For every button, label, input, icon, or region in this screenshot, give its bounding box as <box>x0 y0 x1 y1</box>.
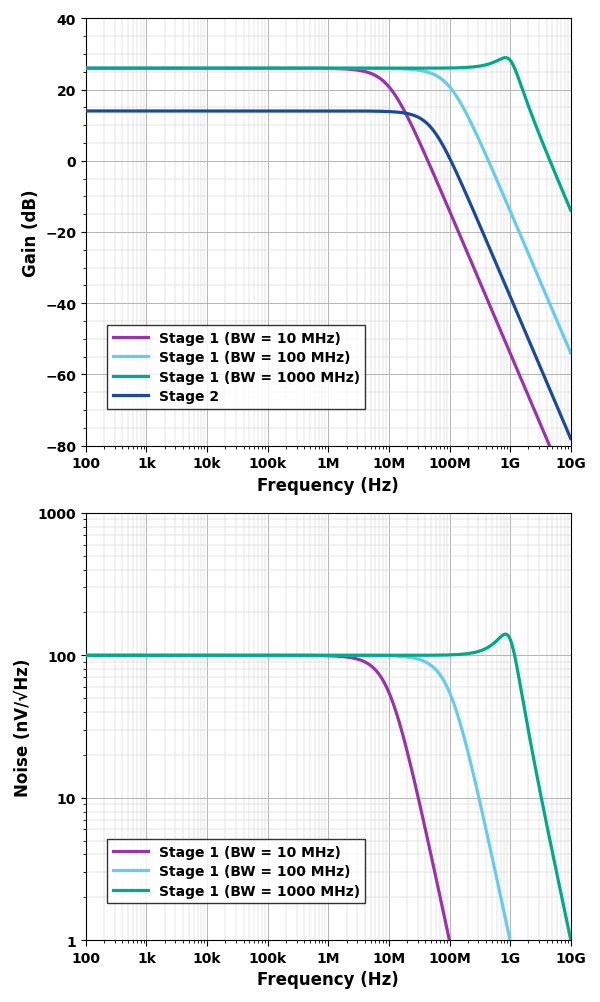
Line: Stage 1 (BW = 10 MHz): Stage 1 (BW = 10 MHz) <box>86 69 571 496</box>
Stage 1 (BW = 10 MHz) <box>398 723 405 735</box>
Stage 1 (BW = 1000 MHz) <box>502 52 509 64</box>
Stage 1 (BW = 1000 MHz) <box>481 643 488 655</box>
Stage 1 (BW = 1000 MHz) <box>268 649 275 661</box>
Stage 1 (BW = 1000 MHz) <box>82 63 89 75</box>
Y-axis label: Noise (nV/√Hz): Noise (nV/√Hz) <box>14 657 32 796</box>
Stage 2 <box>82 106 89 118</box>
Stage 1 (BW = 1000 MHz) <box>82 649 89 661</box>
Stage 1 (BW = 1000 MHz) <box>373 649 380 661</box>
Line: Stage 2: Stage 2 <box>86 112 571 439</box>
Line: Stage 1 (BW = 100 MHz): Stage 1 (BW = 100 MHz) <box>86 655 571 1002</box>
Stage 1 (BW = 1000 MHz) <box>502 628 509 640</box>
Stage 1 (BW = 100 MHz) <box>170 649 178 661</box>
Stage 1 (BW = 100 MHz) <box>398 64 405 76</box>
Stage 1 (BW = 10 MHz) <box>268 63 275 75</box>
Stage 2 <box>481 231 488 243</box>
Stage 1 (BW = 100 MHz) <box>268 63 275 75</box>
Stage 1 (BW = 100 MHz) <box>268 649 275 661</box>
Stage 1 (BW = 1000 MHz) <box>373 63 380 75</box>
Stage 1 (BW = 100 MHz) <box>567 348 574 360</box>
Stage 1 (BW = 1000 MHz) <box>268 63 275 75</box>
Stage 1 (BW = 100 MHz) <box>170 63 178 75</box>
X-axis label: Frequency (Hz): Frequency (Hz) <box>257 970 399 988</box>
Stage 1 (BW = 10 MHz) <box>444 926 451 938</box>
Stage 1 (BW = 1000 MHz) <box>170 649 178 661</box>
Stage 1 (BW = 10 MHz) <box>444 201 451 213</box>
Stage 1 (BW = 10 MHz) <box>170 63 178 75</box>
Stage 1 (BW = 10 MHz) <box>481 288 488 300</box>
Stage 1 (BW = 1000 MHz) <box>444 63 451 75</box>
Stage 1 (BW = 100 MHz) <box>82 649 89 661</box>
Line: Stage 1 (BW = 10 MHz): Stage 1 (BW = 10 MHz) <box>86 655 571 1002</box>
Stage 1 (BW = 100 MHz) <box>373 650 380 662</box>
Stage 1 (BW = 100 MHz) <box>444 79 451 91</box>
Stage 2 <box>170 106 178 118</box>
Stage 2 <box>567 433 574 445</box>
Stage 1 (BW = 10 MHz) <box>268 649 275 661</box>
Stage 1 (BW = 10 MHz) <box>373 665 380 677</box>
X-axis label: Frequency (Hz): Frequency (Hz) <box>257 476 399 494</box>
Stage 2 <box>398 107 405 119</box>
Stage 1 (BW = 10 MHz) <box>82 63 89 75</box>
Stage 1 (BW = 100 MHz) <box>444 682 451 694</box>
Stage 1 (BW = 100 MHz) <box>481 146 488 158</box>
Stage 1 (BW = 1000 MHz) <box>398 649 405 661</box>
Line: Stage 1 (BW = 1000 MHz): Stage 1 (BW = 1000 MHz) <box>86 634 571 940</box>
Stage 1 (BW = 1000 MHz) <box>170 63 178 75</box>
Stage 1 (BW = 10 MHz) <box>82 649 89 661</box>
Stage 1 (BW = 100 MHz) <box>373 63 380 75</box>
Stage 1 (BW = 10 MHz) <box>398 100 405 112</box>
Stage 1 (BW = 1000 MHz) <box>398 63 405 75</box>
Legend: Stage 1 (BW = 10 MHz), Stage 1 (BW = 100 MHz), Stage 1 (BW = 1000 MHz): Stage 1 (BW = 10 MHz), Stage 1 (BW = 100… <box>107 840 365 904</box>
Stage 1 (BW = 1000 MHz) <box>444 649 451 661</box>
Line: Stage 1 (BW = 100 MHz): Stage 1 (BW = 100 MHz) <box>86 69 571 354</box>
Y-axis label: Gain (dB): Gain (dB) <box>22 189 40 277</box>
Stage 1 (BW = 10 MHz) <box>567 490 574 502</box>
Stage 1 (BW = 10 MHz) <box>373 71 380 83</box>
Legend: Stage 1 (BW = 10 MHz), Stage 1 (BW = 100 MHz), Stage 1 (BW = 1000 MHz), Stage 2: Stage 1 (BW = 10 MHz), Stage 1 (BW = 100… <box>107 326 365 410</box>
Stage 2 <box>444 149 451 161</box>
Stage 1 (BW = 10 MHz) <box>170 649 178 661</box>
Stage 1 (BW = 100 MHz) <box>481 817 488 829</box>
Stage 1 (BW = 100 MHz) <box>82 63 89 75</box>
Stage 1 (BW = 1000 MHz) <box>481 60 488 72</box>
Stage 2 <box>268 106 275 118</box>
Line: Stage 1 (BW = 1000 MHz): Stage 1 (BW = 1000 MHz) <box>86 58 571 211</box>
Stage 2 <box>373 106 380 118</box>
Stage 1 (BW = 1000 MHz) <box>567 205 574 217</box>
Stage 1 (BW = 100 MHz) <box>398 650 405 662</box>
Stage 1 (BW = 1000 MHz) <box>567 934 574 946</box>
